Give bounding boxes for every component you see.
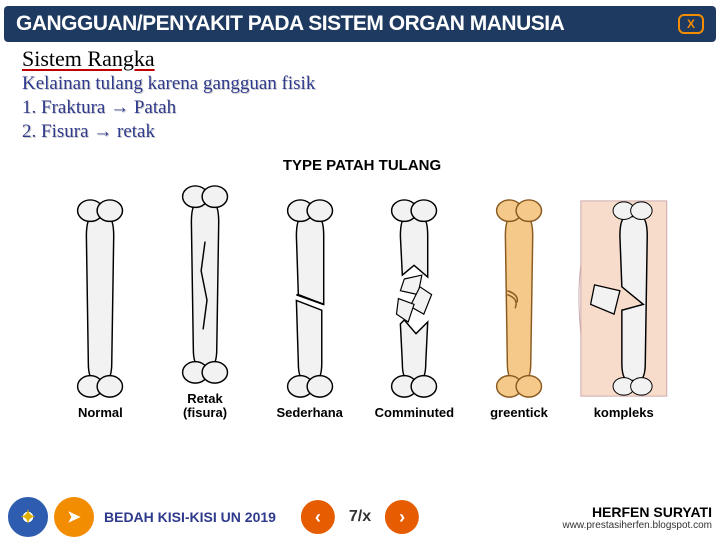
nav-controls: ‹ 7/x ›	[301, 500, 419, 534]
author-url: www.prestasiherfen.blogspot.com	[562, 520, 712, 531]
header-bar: GANGGUAN/PENYAKIT PADA SISTEM ORGAN MANU…	[4, 6, 716, 42]
footer-left-text: BEDAH KISI-KISI UN 2019	[104, 509, 276, 525]
bone-label: Sederhana	[276, 406, 342, 420]
prev-button[interactable]: ‹	[301, 500, 335, 534]
close-icon: X	[687, 17, 695, 31]
figure-area: TYPE PATAH TULANG Normal Retak(fisura) S…	[42, 157, 682, 420]
page-title: GANGGUAN/PENYAKIT PADA SISTEM ORGAN MANU…	[16, 12, 564, 36]
bone-label: Retak(fisura)	[183, 392, 227, 421]
footer-bar: BEDAH KISI-KISI UN 2019 ‹ 7/x › HERFEN S…	[0, 488, 720, 546]
bone-item: kompleks	[571, 197, 676, 420]
content-line-1: Kelainan tulang karena gangguan fisik	[22, 72, 702, 96]
bones-row: Normal Retak(fisura) Sederhana Comminute…	[42, 180, 682, 420]
bone-item: Sederhana	[257, 197, 362, 420]
bone-item: Retak(fisura)	[153, 183, 258, 421]
author-name: HERFEN SURYATI	[562, 504, 712, 520]
content-line-3: 2. Fisura → retak	[22, 120, 702, 144]
chevron-left-icon: ‹	[315, 507, 321, 528]
logo-k13-icon	[54, 497, 94, 537]
bone-label: greentick	[490, 406, 548, 420]
content-line-2: 1. Fraktura → Patah	[22, 96, 702, 120]
bone-label: Comminuted	[375, 406, 454, 420]
page-indicator: 7/x	[349, 508, 371, 526]
content-area: Sistem Rangka Kelainan tulang karena gan…	[0, 42, 720, 420]
figure-title: TYPE PATAH TULANG	[42, 157, 682, 174]
next-button[interactable]: ›	[385, 500, 419, 534]
footer-logos	[8, 497, 94, 537]
chevron-right-icon: ›	[399, 507, 405, 528]
bone-item: Normal	[48, 197, 153, 420]
bone-item: greentick	[467, 197, 572, 420]
section-title: Sistem Rangka	[22, 46, 702, 72]
logo-tutwuri-icon	[8, 497, 48, 537]
bone-item: Comminuted	[362, 197, 467, 420]
bone-label: kompleks	[594, 406, 654, 420]
bone-label: Normal	[78, 406, 123, 420]
footer-right: HERFEN SURYATI www.prestasiherfen.blogsp…	[562, 504, 712, 531]
close-button[interactable]: X	[678, 14, 704, 34]
